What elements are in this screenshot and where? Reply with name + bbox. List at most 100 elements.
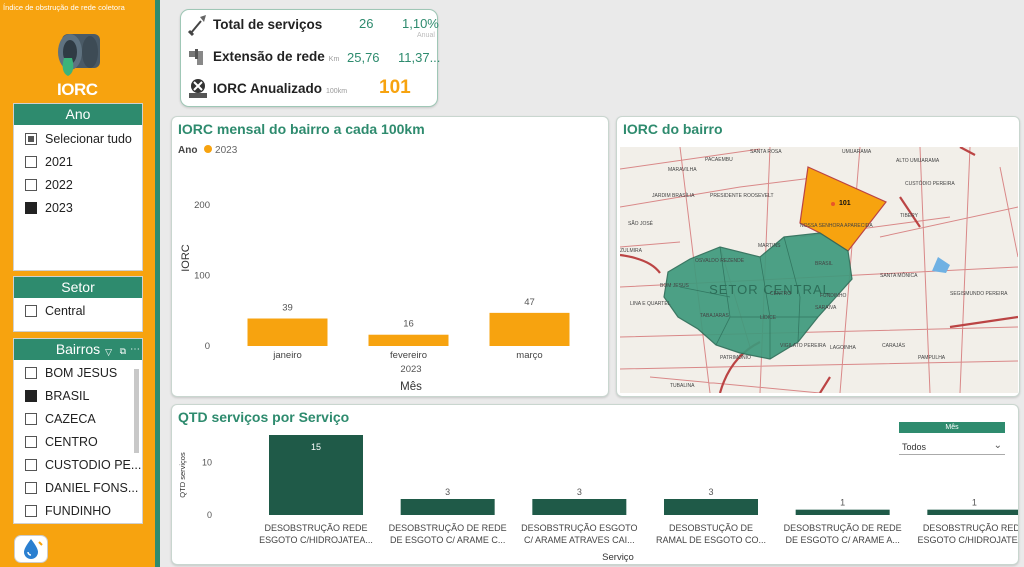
map-place-label: TIBERY — [900, 213, 919, 219]
map-place-label: TUBALINA — [670, 383, 695, 389]
x-tick-label: C/ ARAME ATRAVES CAI... — [524, 535, 635, 545]
map-place-label: MARAVILHA — [668, 167, 697, 173]
checkbox[interactable] — [25, 481, 37, 494]
ano-option-2021[interactable]: 2021 — [14, 150, 142, 173]
report-title: Índice de obstrução de rede coletora — [3, 3, 125, 12]
service-bar[interactable] — [795, 509, 890, 515]
x-tick-label: ESGOTO C/HIDROJATEA... — [259, 535, 373, 545]
map-place-label: PATRIMÔNIO — [720, 354, 751, 361]
month-filter-dropdown[interactable]: Todos ⌄ — [899, 439, 1005, 455]
map-value-label: 101 — [839, 200, 851, 207]
map-place-label: MARTINS — [758, 243, 781, 249]
shovel-icon — [187, 15, 206, 37]
monthly-bar[interactable] — [247, 318, 328, 346]
bairro-option[interactable]: CENTRO — [14, 430, 142, 453]
map-sector-central[interactable] — [663, 232, 853, 360]
map-place-label: CARAJÁS — [882, 342, 906, 349]
map-place-label: CUSTÓDIO PEREIRA — [905, 180, 955, 187]
service-bar-value: 1 — [840, 498, 845, 508]
service-chart-title: QTD serviços por Serviço — [178, 409, 350, 425]
monthly-bar-value: 39 — [282, 303, 293, 314]
service-bar-value: 3 — [577, 487, 582, 497]
map-place-label: SANTA MÔNICA — [880, 272, 918, 279]
checkbox[interactable] — [25, 504, 37, 517]
more-options-icon[interactable]: ⋯ — [130, 344, 140, 355]
pipe-icon — [189, 49, 203, 65]
bairro-option[interactable]: FUNDINHO — [14, 499, 142, 522]
monthly-bar[interactable] — [368, 334, 449, 346]
map-place-label: SANTA ROSA — [750, 149, 782, 155]
map-place-label: CENTRO — [770, 291, 791, 297]
checkbox[interactable] — [25, 458, 37, 471]
sidebar: Índice de obstrução de rede coletora IOR… — [0, 0, 160, 567]
month-filter-header: Mês — [899, 422, 1005, 433]
checkbox[interactable] — [25, 155, 37, 168]
service-bar[interactable] — [269, 435, 363, 515]
service-bar[interactable] — [664, 499, 758, 515]
y-tick-label: 0 — [205, 341, 210, 352]
bairro-option[interactable]: DANIEL FONS... — [14, 476, 142, 499]
filter-icon[interactable]: ▽ — [105, 347, 112, 357]
pipe-valve-icon — [189, 79, 207, 98]
service-bar-value: 3 — [708, 487, 713, 497]
map-place-label: ZULMIRA — [620, 248, 643, 254]
map-place-label: FUNDINHO — [820, 293, 846, 299]
map-place-label: LÍDICE — [760, 314, 777, 321]
map-value-marker — [831, 202, 835, 206]
monthly-bar[interactable] — [489, 312, 570, 346]
bairro-option[interactable]: CUSTODIO PE... — [14, 453, 142, 476]
map-place-label: TABAJARAS — [700, 313, 729, 319]
bairros-slicer-header: Bairros ▽ ⧉ ⋯ — [14, 339, 142, 360]
x-tick-label: janeiro — [272, 350, 302, 361]
water-drop-button[interactable] — [14, 535, 48, 563]
monthly-bar-value: 47 — [524, 297, 535, 308]
pipe-logo-icon — [58, 34, 100, 76]
legend-title: Ano — [178, 145, 198, 156]
map-place-label: VIGILATO PEREIRA — [780, 343, 827, 349]
service-bar[interactable] — [927, 509, 1018, 515]
legend-item: 2023 — [215, 145, 238, 156]
x-tick-label: DESOBSTRUÇÃO ESGOTO — [521, 523, 637, 533]
x-tick-label: fevereiro — [390, 350, 427, 361]
kpi-total-pct-sub: Anual — [417, 32, 435, 39]
focus-mode-icon[interactable]: ⧉ — [119, 346, 126, 356]
checkbox[interactable] — [25, 178, 37, 191]
checkbox[interactable] — [25, 412, 37, 425]
ano-option-select-all[interactable]: Selecionar tudo — [14, 127, 142, 150]
y-tick-label: 100 — [194, 271, 210, 282]
kpi-total-pct: 1,10% — [402, 16, 439, 31]
ano-option-2022[interactable]: 2022 — [14, 173, 142, 196]
kpi-iorc-anualizado: IORC Anualizado 100km 101 — [185, 76, 435, 106]
bairro-option[interactable]: CAZECA — [14, 407, 142, 430]
monthly-chart-title: IORC mensal do bairro a cada 100km — [178, 121, 425, 137]
service-bar[interactable] — [532, 499, 627, 515]
checkbox[interactable] — [25, 132, 37, 145]
chevron-down-icon: ⌄ — [993, 440, 1002, 451]
logo-text: IORC — [57, 80, 98, 99]
monthly-bar-value: 16 — [403, 319, 414, 330]
checkbox[interactable] — [25, 201, 37, 214]
checkbox[interactable] — [25, 389, 37, 402]
setor-option-central[interactable]: Central — [14, 299, 142, 322]
service-bar[interactable] — [400, 499, 495, 515]
neighborhood-map[interactable]: 101 SETOR CENTRAL SANTA ROSA PACAEMBU UMUA… — [620, 147, 1018, 393]
service-ylabel: QTD serviços — [178, 452, 187, 498]
x-tick-label: DESOBSTRUÇÃO DE REDE — [784, 523, 902, 533]
checkbox[interactable] — [25, 304, 37, 317]
setor-slicer-header: Setor — [14, 277, 142, 298]
y-tick-label: 0 — [207, 510, 212, 520]
service-bar-chart: 0 10 15 DESOBSTRUÇÃO REDE ESGOTO C/HIDROJATE… — [178, 435, 1018, 563]
bairro-option[interactable]: BOM JESUS — [14, 361, 142, 384]
monthly-ylabel: IORC — [180, 244, 192, 272]
checkbox[interactable] — [25, 366, 37, 379]
map-place-label: NOSSA SENHORA APARECIDA — [800, 223, 873, 229]
bairro-option[interactable]: BRASIL — [14, 384, 142, 407]
x-tick-label: DESOBSTRUÇÃO REDE — [264, 523, 367, 533]
ano-option-2023[interactable]: 2023 — [14, 196, 142, 219]
map-place-label: LAGOINHA — [830, 345, 857, 351]
slicer-scrollbar[interactable] — [134, 369, 139, 453]
map-sector-label: SETOR CENTRAL — [709, 282, 831, 297]
checkbox[interactable] — [25, 435, 37, 448]
x-tick-label: DESOBSTRUÇÃO REDE — [923, 523, 1018, 533]
x-tick-label: março — [516, 350, 542, 361]
